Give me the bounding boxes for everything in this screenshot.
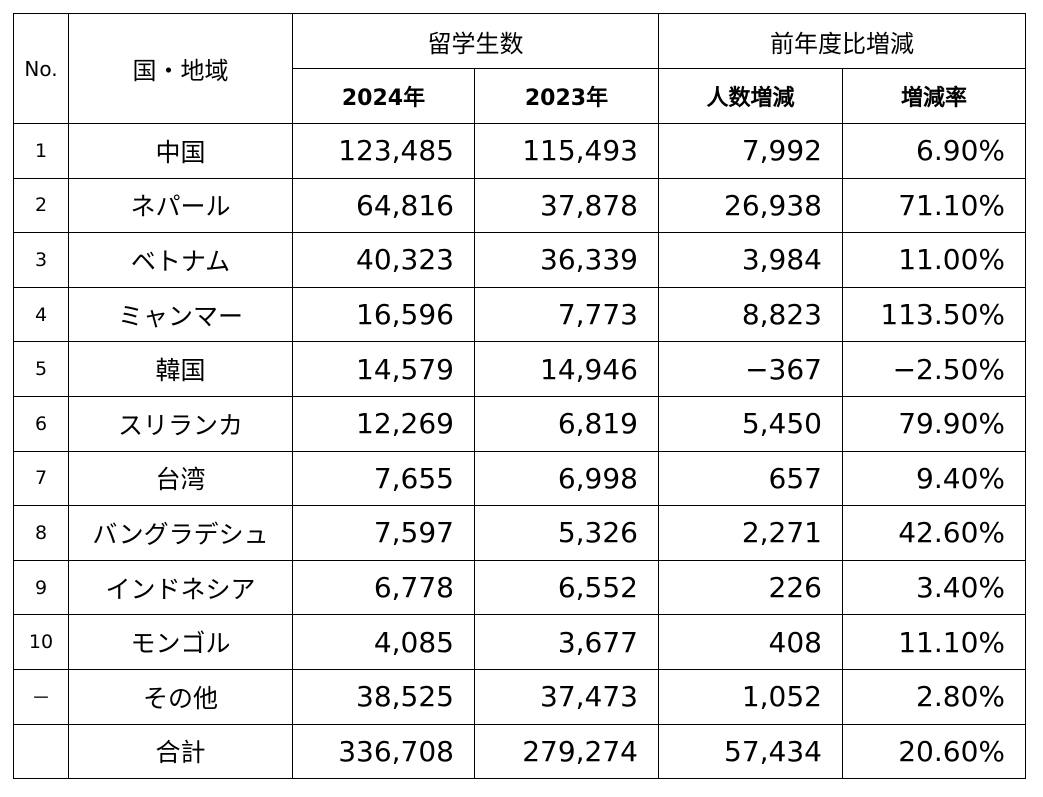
table-row: 9 インドネシア 6,778 6,552 226 3.40% bbox=[13, 559, 1026, 616]
header-cell: 人数増減 bbox=[658, 68, 843, 124]
cell: 408 bbox=[658, 614, 843, 670]
cell bbox=[13, 723, 69, 780]
table-row: 4 ミャンマー 16,596 7,773 8,823 113.50% bbox=[13, 286, 1026, 343]
header-cell: No. bbox=[13, 13, 69, 124]
cell: 64,816 bbox=[292, 177, 475, 234]
table-row: 3 ベトナム 40,323 36,339 3,984 11.00% bbox=[13, 232, 1026, 288]
cell: 6,819 bbox=[474, 395, 659, 452]
table-row: 2 ネパール 64,816 37,878 26,938 71.10% bbox=[13, 177, 1026, 234]
cell: モンゴル bbox=[68, 614, 293, 670]
cell: 3,677 bbox=[474, 614, 659, 670]
cell: 79.90% bbox=[842, 395, 1026, 452]
cell: 中国 bbox=[68, 123, 293, 179]
cell: 113.50% bbox=[842, 286, 1026, 343]
cell: 1 bbox=[13, 123, 69, 179]
cell: 336,708 bbox=[292, 723, 475, 780]
cell: その他 bbox=[68, 668, 293, 725]
cell: 20.60% bbox=[842, 723, 1026, 780]
cell: 279,274 bbox=[474, 723, 659, 780]
cell: 5,326 bbox=[474, 505, 659, 561]
cell: 7,655 bbox=[292, 450, 475, 507]
cell: 4,085 bbox=[292, 614, 475, 670]
cell: 6,778 bbox=[292, 559, 475, 616]
cell: 42.60% bbox=[842, 505, 1026, 561]
cell: ネパール bbox=[68, 177, 293, 234]
table-row: －その他 38,525 37,473 1,052 2.80% bbox=[13, 668, 1026, 725]
cell: 5 bbox=[13, 341, 69, 397]
cell: 3,984 bbox=[658, 232, 843, 288]
cell: 11.00% bbox=[842, 232, 1026, 288]
cell: 7,597 bbox=[292, 505, 475, 561]
cell: 37,878 bbox=[474, 177, 659, 234]
student-table: No. 国・地域 留学生数 前年度比増減 2024年 2023年 人数増減 増減… bbox=[13, 13, 1026, 780]
cell: ベトナム bbox=[68, 232, 293, 288]
cell: −2.50% bbox=[842, 341, 1026, 397]
cell: 26,938 bbox=[658, 177, 843, 234]
cell: 2,271 bbox=[658, 505, 843, 561]
header-cell: 前年度比増減 bbox=[658, 13, 1026, 69]
header-cell: 2024年 bbox=[292, 68, 475, 124]
cell: インドネシア bbox=[68, 559, 293, 616]
table-row: 8 バングラデシュ 7,597 5,326 2,271 42.60% bbox=[13, 505, 1026, 561]
cell: 123,485 bbox=[292, 123, 475, 179]
table-row: 5 韓国 14,579 14,946 −367 −2.50% bbox=[13, 341, 1026, 397]
cell: 38,525 bbox=[292, 668, 475, 725]
cell: 7,992 bbox=[658, 123, 843, 179]
cell: スリランカ bbox=[68, 395, 293, 452]
header-cell: 留学生数 bbox=[292, 13, 659, 69]
cell: 7 bbox=[13, 450, 69, 507]
cell: 1,052 bbox=[658, 668, 843, 725]
table-row: 10 モンゴル 4,085 3,677 408 11.10% bbox=[13, 614, 1026, 670]
cell: 韓国 bbox=[68, 341, 293, 397]
cell: 9.40% bbox=[842, 450, 1026, 507]
table-row: 合計 336,708 279,274 57,434 20.60% bbox=[13, 723, 1026, 780]
cell: 8 bbox=[13, 505, 69, 561]
cell: 3 bbox=[13, 232, 69, 288]
cell: 6.90% bbox=[842, 123, 1026, 179]
cell: 7,773 bbox=[474, 286, 659, 343]
cell: バングラデシュ bbox=[68, 505, 293, 561]
cell: 9 bbox=[13, 559, 69, 616]
cell: 12,269 bbox=[292, 395, 475, 452]
cell: 3.40% bbox=[842, 559, 1026, 616]
table-row: 6 スリランカ 12,269 6,819 5,450 79.90% bbox=[13, 395, 1026, 452]
cell: 5,450 bbox=[658, 395, 843, 452]
table-row: 7 台湾 7,655 6,998 657 9.40% bbox=[13, 450, 1026, 507]
cell: 8,823 bbox=[658, 286, 843, 343]
cell: 71.10% bbox=[842, 177, 1026, 234]
cell: 57,434 bbox=[658, 723, 843, 780]
header-cell: 2023年 bbox=[474, 68, 659, 124]
cell: 台湾 bbox=[68, 450, 293, 507]
cell: 2.80% bbox=[842, 668, 1026, 725]
header-cell: 増減率 bbox=[842, 68, 1026, 124]
cell: 10 bbox=[13, 614, 69, 670]
header-cell: 国・地域 bbox=[68, 13, 293, 124]
cell: 36,339 bbox=[474, 232, 659, 288]
cell: ミャンマー bbox=[68, 286, 293, 343]
cell: 6,552 bbox=[474, 559, 659, 616]
cell: 37,473 bbox=[474, 668, 659, 725]
cell: 16,596 bbox=[292, 286, 475, 343]
cell: 11.10% bbox=[842, 614, 1026, 670]
cell: 2 bbox=[13, 177, 69, 234]
cell: 合計 bbox=[68, 723, 293, 780]
cell: −367 bbox=[658, 341, 843, 397]
cell: 14,946 bbox=[474, 341, 659, 397]
cell: 14,579 bbox=[292, 341, 475, 397]
cell: － bbox=[13, 668, 69, 725]
cell: 226 bbox=[658, 559, 843, 616]
cell: 657 bbox=[658, 450, 843, 507]
cell: 6 bbox=[13, 395, 69, 452]
table-body: 1 中国 123,485 115,493 7,992 6.90% 2 ネパール 64,816 37… bbox=[13, 123, 1026, 780]
table-row: 1 中国 123,485 115,493 7,992 6.90% bbox=[13, 123, 1026, 179]
cell: 40,323 bbox=[292, 232, 475, 288]
cell: 115,493 bbox=[474, 123, 659, 179]
cell: 6,998 bbox=[474, 450, 659, 507]
cell: 4 bbox=[13, 286, 69, 343]
